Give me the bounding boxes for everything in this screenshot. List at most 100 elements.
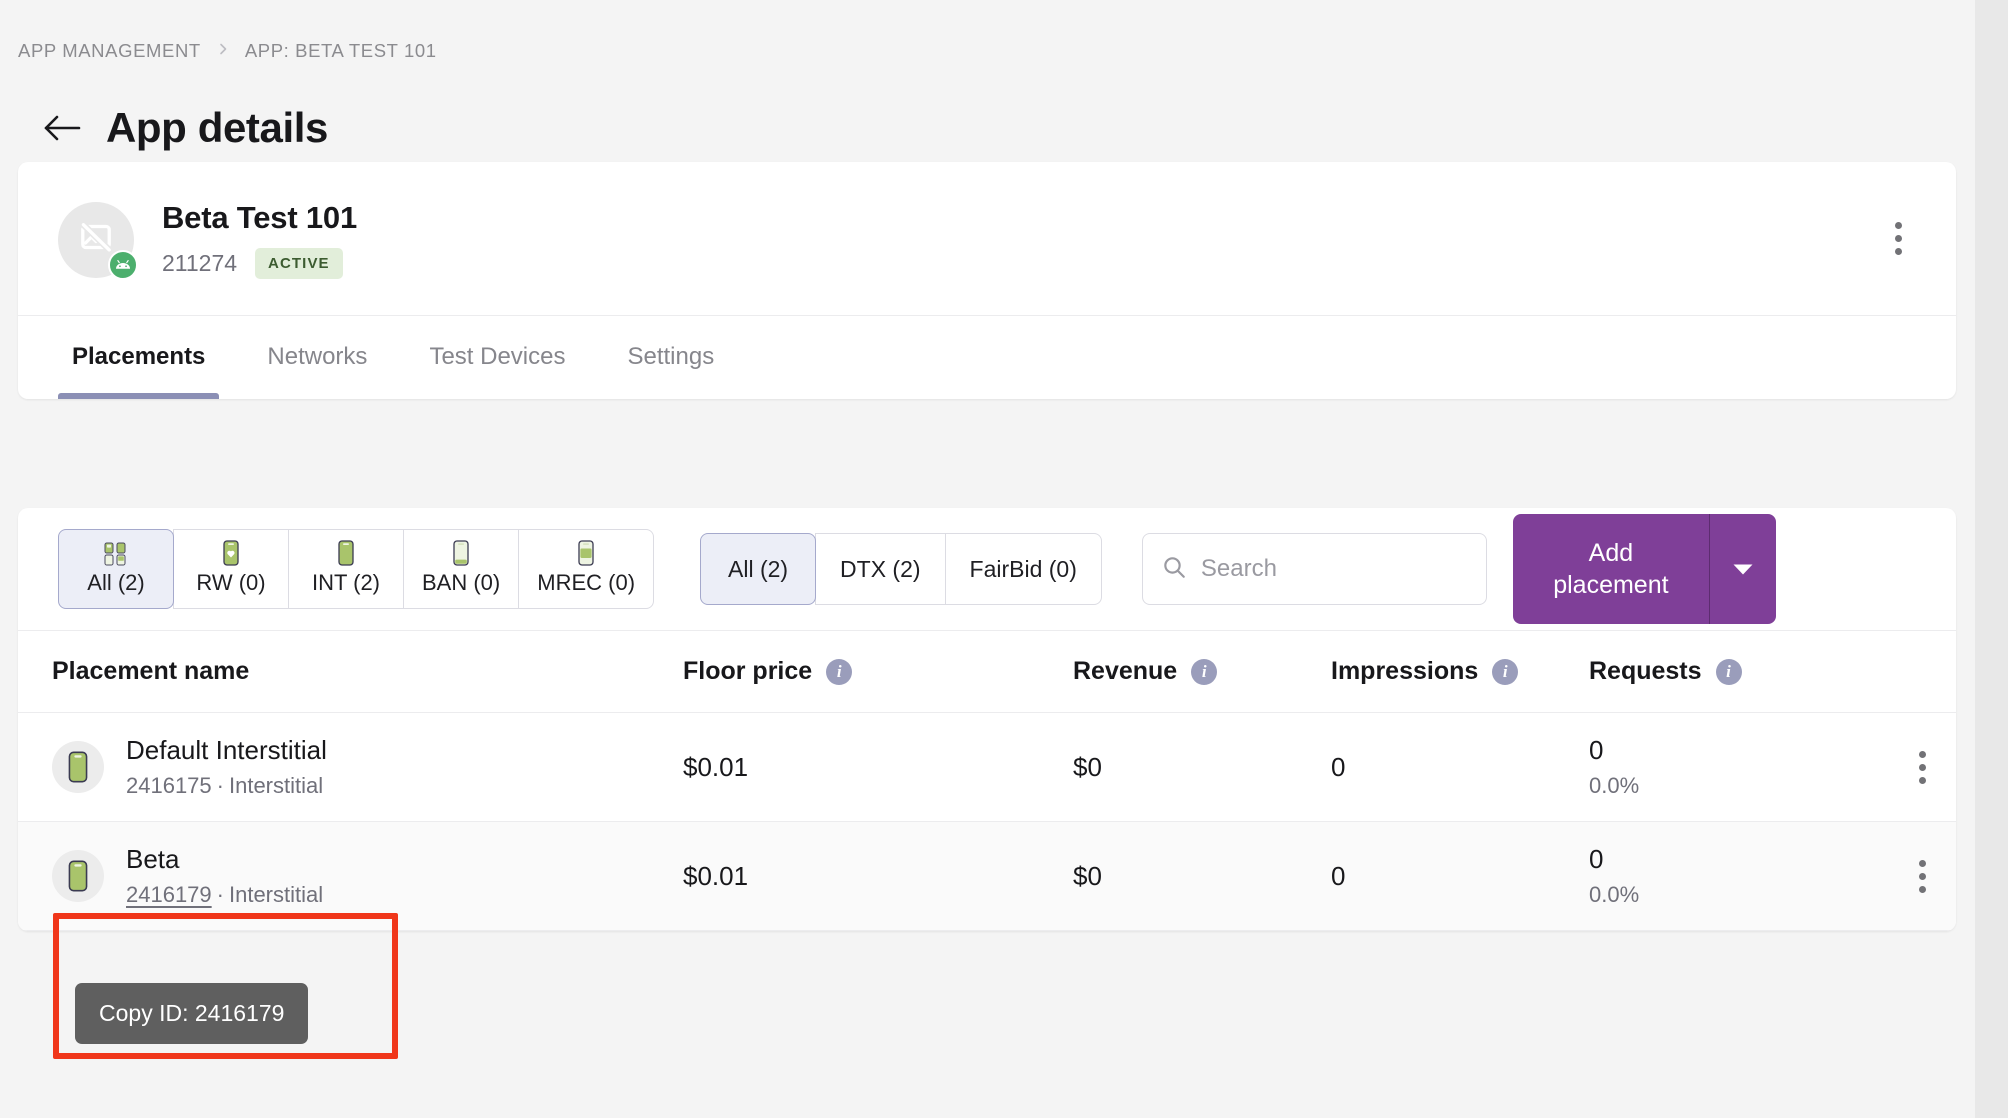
format-filter-int-label: INT (2) xyxy=(311,570,381,595)
format-filter-int[interactable]: INT (2) xyxy=(288,529,404,609)
rewarded-phone-icon xyxy=(222,540,240,566)
breadcrumb-item-app-management[interactable]: APP MANAGEMENT xyxy=(18,40,201,61)
breadcrumb-item-current-app: APP: BETA TEST 101 xyxy=(244,40,437,61)
requests-value: 0 xyxy=(1589,735,1604,765)
tab-test-devices[interactable]: Test Devices xyxy=(415,315,579,399)
cell-revenue: $0 xyxy=(1073,712,1331,822)
placements-table: Placement name Floor price i Revenue i xyxy=(18,630,1956,931)
placement-id[interactable]: 2416175 xyxy=(126,773,212,798)
format-filter-group: All (2) RW (0) xyxy=(58,529,655,609)
chevron-down-icon[interactable] xyxy=(1710,514,1776,624)
source-filter-fairbid[interactable]: FairBid (0) xyxy=(944,533,1102,605)
placements-toolbar: All (2) RW (0) xyxy=(18,508,1956,630)
cell-actions xyxy=(1889,712,1956,822)
source-filter-all[interactable]: All (2) xyxy=(700,533,817,605)
format-filter-mrec[interactable]: MREC (0) xyxy=(518,529,655,609)
col-requests: Requests i xyxy=(1589,630,1889,713)
placement-subline: 2416179 · Interstitial xyxy=(126,882,323,908)
placement-name: Beta xyxy=(126,844,180,874)
search-input[interactable] xyxy=(1200,555,1468,583)
app-meta: Beta Test 101 211274 ACTIVE xyxy=(162,200,357,279)
col-floor-price: Floor price i xyxy=(683,630,1073,713)
tab-networks-label: Networks xyxy=(267,343,368,370)
source-filter-dtx[interactable]: DTX (2) xyxy=(815,533,946,605)
info-icon[interactable]: i xyxy=(826,658,853,685)
tab-settings[interactable]: Settings xyxy=(613,315,728,399)
app-kebab-menu-icon[interactable] xyxy=(1880,217,1916,261)
tab-settings-label: Settings xyxy=(627,343,715,370)
page-title: App details xyxy=(106,104,328,151)
cell-placement-name: Default Interstitial 2416175 · Interstitia… xyxy=(18,712,683,822)
floor-price-value: $0.01 xyxy=(683,751,749,782)
interstitial-phone-icon xyxy=(52,741,104,793)
search-box[interactable] xyxy=(1141,533,1487,605)
requests-value: 0 xyxy=(1589,844,1604,874)
format-filter-all-label: All (2) xyxy=(87,570,145,595)
cell-requests: 0 0.0% xyxy=(1589,821,1889,931)
cell-placement-name: Beta 2416179 · Interstitial xyxy=(18,821,683,931)
info-icon[interactable]: i xyxy=(1492,658,1519,685)
format-filter-ban[interactable]: BAN (0) xyxy=(403,529,520,609)
breadcrumb: APP MANAGEMENT APP: BETA TEST 101 xyxy=(0,0,1975,62)
app-tabs: Placements Networks Test Devices Setting… xyxy=(18,315,1956,399)
cell-revenue: $0 xyxy=(1073,821,1331,931)
col-actions xyxy=(1889,630,1956,713)
revenue-value: $0 xyxy=(1073,860,1102,891)
copy-id-tooltip: Copy ID: 2416179 xyxy=(75,983,309,1044)
format-filter-ban-label: BAN (0) xyxy=(422,570,501,595)
cell-floor-price: $0.01 xyxy=(683,712,1073,822)
avatar xyxy=(58,201,138,280)
col-revenue: Revenue i xyxy=(1073,630,1331,713)
subline-separator: · xyxy=(216,882,224,907)
cell-impressions: 0 xyxy=(1331,821,1589,931)
app-icon-placeholder xyxy=(58,201,134,278)
app-summary-card: Beta Test 101 211274 ACTIVE Placements N… xyxy=(18,162,1956,399)
status-badge: ACTIVE xyxy=(255,248,343,279)
banner-phone-icon xyxy=(452,540,470,566)
page-header: App details xyxy=(0,62,1975,152)
search-icon xyxy=(1161,554,1187,585)
format-filter-rw[interactable]: RW (0) xyxy=(173,529,289,609)
interstitial-phone-icon xyxy=(52,850,104,902)
app-id: 211274 xyxy=(162,250,238,276)
info-icon[interactable]: i xyxy=(1191,658,1218,685)
placement-subline: 2416175 · Interstitial xyxy=(126,773,327,799)
multi-format-icon xyxy=(103,540,129,566)
format-filter-all[interactable]: All (2) xyxy=(58,529,174,609)
subline-separator: · xyxy=(216,773,224,798)
revenue-value: $0 xyxy=(1073,751,1102,782)
app-name: Beta Test 101 xyxy=(162,200,357,235)
cell-actions xyxy=(1889,821,1956,931)
vertical-scrollbar[interactable] xyxy=(1975,0,2008,1118)
col-placement-name: Placement name xyxy=(18,630,683,713)
row-kebab-menu-icon[interactable] xyxy=(1889,745,1956,789)
row-kebab-menu-icon[interactable] xyxy=(1889,854,1956,898)
placements-card: All (2) RW (0) xyxy=(18,508,1956,931)
chevron-right-icon xyxy=(215,41,231,61)
app-summary-header: Beta Test 101 211274 ACTIVE xyxy=(18,162,1956,315)
app-subline: 211274 ACTIVE xyxy=(162,248,357,279)
add-placement-label: Add placement xyxy=(1553,538,1669,600)
table-header-row: Placement name Floor price i Revenue i xyxy=(18,630,1956,713)
tab-networks[interactable]: Networks xyxy=(253,315,381,399)
cell-impressions: 0 xyxy=(1331,712,1589,822)
col-revenue-label: Revenue xyxy=(1073,657,1178,685)
back-arrow-icon[interactable] xyxy=(40,106,84,150)
android-icon xyxy=(108,249,138,280)
floor-price-value: $0.01 xyxy=(683,860,749,891)
col-impressions: Impressions i xyxy=(1331,630,1589,713)
requests-percent: 0.0% xyxy=(1589,773,1640,798)
info-icon[interactable]: i xyxy=(1715,658,1742,685)
format-filter-mrec-label: MREC (0) xyxy=(537,570,636,595)
col-impressions-label: Impressions xyxy=(1331,657,1479,685)
cell-requests: 0 0.0% xyxy=(1589,712,1889,822)
table-row[interactable]: Default Interstitial 2416175 · Interstitia… xyxy=(18,712,1956,822)
placement-id[interactable]: 2416179 xyxy=(126,882,212,907)
add-placement-button[interactable]: Add placement xyxy=(1512,514,1776,624)
impressions-value: 0 xyxy=(1331,860,1346,891)
table-row[interactable]: Beta 2416179 · Interstitial $0.01 $0 0 xyxy=(18,821,1956,931)
tab-placements[interactable]: Placements xyxy=(58,315,220,399)
col-requests-label: Requests xyxy=(1589,657,1702,685)
